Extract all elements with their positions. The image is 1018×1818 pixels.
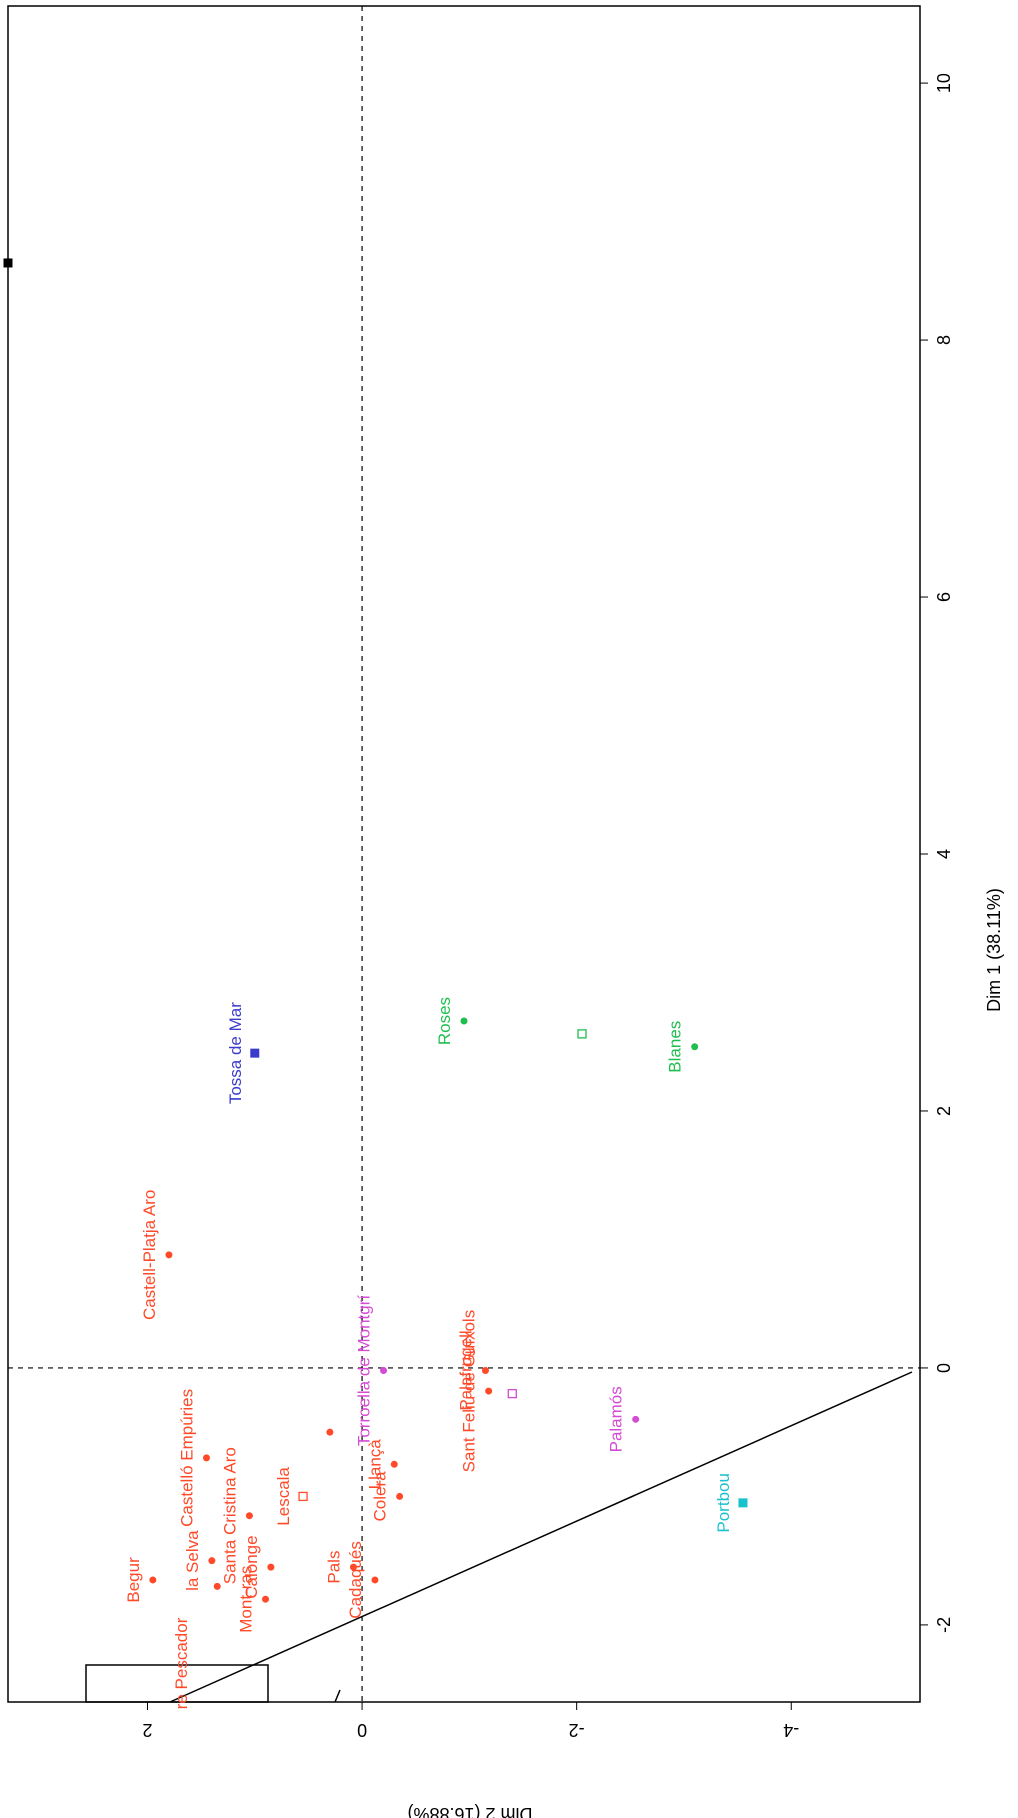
- point-label: Sant Feliu de Guíxols: [460, 1310, 479, 1473]
- point: [245, 1512, 253, 1520]
- point: [460, 1017, 468, 1025]
- point-label: Palafrugell: [456, 1330, 475, 1410]
- points-layer: [3, 258, 748, 1603]
- point-label: la Selva: [183, 1530, 202, 1591]
- point: [3, 258, 13, 268]
- point: [380, 1367, 388, 1375]
- point: [691, 1043, 699, 1051]
- point: [738, 1498, 748, 1508]
- point: [326, 1428, 334, 1436]
- x-tick-label: -2: [934, 1617, 954, 1633]
- diagonal-line-2: [334, 1689, 341, 1703]
- diagonal-line: [169, 1371, 913, 1703]
- x-tick-label: 0: [934, 1363, 954, 1373]
- y-axis: -4 -2 0 2: [142, 1702, 799, 1740]
- point: [349, 1563, 357, 1571]
- x-tick-label: 10: [934, 73, 954, 93]
- point-label: Colera: [371, 1471, 390, 1522]
- point: [213, 1582, 221, 1590]
- point: [267, 1563, 275, 1571]
- x-tick-label: 4: [934, 849, 954, 859]
- point-label: Tossa de Mar: [226, 1002, 245, 1104]
- point-label: Lescala: [274, 1467, 293, 1526]
- point-label: Roses: [435, 997, 454, 1045]
- point-label: Portbou: [714, 1473, 733, 1533]
- point: [632, 1415, 640, 1423]
- x-tick-label: 6: [934, 592, 954, 602]
- point-label: Cadaqués: [346, 1541, 365, 1619]
- zoom-box: [85, 1664, 269, 1703]
- point: [577, 1029, 587, 1039]
- point: [485, 1387, 493, 1395]
- point-label: Calonge: [242, 1535, 261, 1598]
- point: [262, 1595, 270, 1603]
- point-label: Torroella de Montgrí: [355, 1295, 374, 1446]
- point-label: Castell-Platja Aro: [140, 1190, 159, 1320]
- point: [390, 1460, 398, 1468]
- y-tick-label: -2: [569, 1720, 585, 1740]
- point: [298, 1491, 308, 1502]
- point-label: re Pescador: [172, 1617, 191, 1709]
- point-label: Mont-ras: [237, 1566, 256, 1633]
- point: [202, 1454, 210, 1462]
- x-tick-label: 8: [934, 335, 954, 345]
- point-label: Palamós: [607, 1386, 626, 1452]
- point: [481, 1367, 489, 1375]
- x-axis: -2 0 2 4 6 8 10: [920, 73, 954, 1633]
- y-tick-label: 0: [357, 1720, 367, 1740]
- labels-layer: Lloret de MarTossa de MarRosesBlanesTorr…: [124, 997, 733, 1709]
- point-label: Blanes: [666, 1021, 685, 1073]
- point: [507, 1388, 517, 1399]
- reference-lines: [8, 6, 920, 1703]
- point-label: Begur: [124, 1557, 143, 1603]
- point-label: Castelló Empúries: [177, 1389, 196, 1527]
- point: [250, 1048, 260, 1058]
- point: [165, 1251, 173, 1259]
- y-tick-label: 2: [142, 1720, 152, 1740]
- point-label: Llançà: [365, 1439, 384, 1490]
- y-axis-label: Dim 2 (16.88%): [407, 1804, 532, 1818]
- point: [208, 1557, 216, 1565]
- point-label: Pals: [324, 1551, 343, 1584]
- x-axis-label: Dim 1 (38.11%): [984, 888, 1004, 1012]
- x-tick-label: 2: [934, 1106, 954, 1116]
- point: [396, 1492, 404, 1500]
- point: [149, 1576, 157, 1584]
- point: [371, 1576, 379, 1584]
- y-tick-label: -4: [783, 1720, 799, 1740]
- point-label: Santa Cristina Aro: [220, 1447, 239, 1584]
